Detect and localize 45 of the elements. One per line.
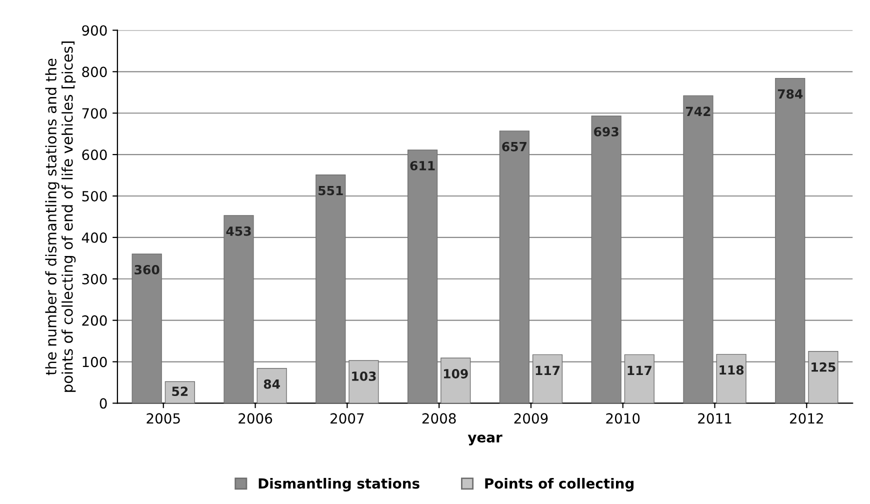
data-label: 611 [410, 160, 435, 170]
data-label: 118 [720, 365, 744, 375]
data-label: 693 [594, 126, 618, 136]
data-label: 742 [686, 106, 710, 116]
data-label: 52 [172, 386, 188, 396]
y-tick-label: 600 [82, 150, 107, 160]
x-tick-label: 2012 [790, 413, 823, 424]
y-tick-label: 0 [100, 398, 107, 409]
data-label: 125 [812, 362, 836, 372]
x-tick-label: 2008 [422, 413, 456, 424]
bar [348, 360, 379, 404]
y-tick-label: 400 [82, 232, 107, 243]
y-tick-label: 500 [82, 190, 107, 202]
x-axis-title: year [468, 434, 502, 446]
y-axis-title: the number of dismantling stations and the points of collecting of end of life vehicles [pices] [45, 42, 76, 392]
y-tick-label: 900 [82, 25, 107, 36]
data-label: 117 [628, 366, 652, 375]
x-tick-label: 2011 [698, 413, 732, 424]
data-label: 657 [502, 142, 526, 152]
bar [532, 354, 563, 404]
y-tick-label: 300 [82, 274, 107, 284]
legend-label: Dismantling stations [258, 478, 420, 492]
data-label: 784 [778, 89, 803, 99]
x-tick-label: 2005 [146, 413, 180, 424]
legend-label: Points of collecting [485, 478, 634, 492]
y-tick-label: 200 [82, 315, 107, 326]
data-label: 84 [264, 379, 280, 389]
data-label: 551 [318, 186, 343, 196]
data-label: 109 [444, 368, 468, 378]
bar [440, 358, 471, 404]
data-label: 103 [352, 371, 376, 381]
x-tick-label: 2009 [514, 413, 548, 424]
data-label: 453 [226, 226, 251, 236]
y-tick-label: 700 [82, 108, 107, 119]
bar [808, 351, 838, 404]
bar [716, 354, 746, 404]
x-tick-label: 2007 [330, 413, 364, 424]
data-label: 360 [134, 264, 160, 274]
bar [624, 354, 654, 404]
y-tick-label: 100 [82, 356, 107, 368]
data-label: 117 [536, 366, 560, 375]
bar [256, 368, 287, 404]
x-tick-label: 2010 [606, 413, 640, 424]
y-tick-label: 800 [82, 66, 107, 78]
x-tick-label: 2006 [238, 413, 272, 424]
